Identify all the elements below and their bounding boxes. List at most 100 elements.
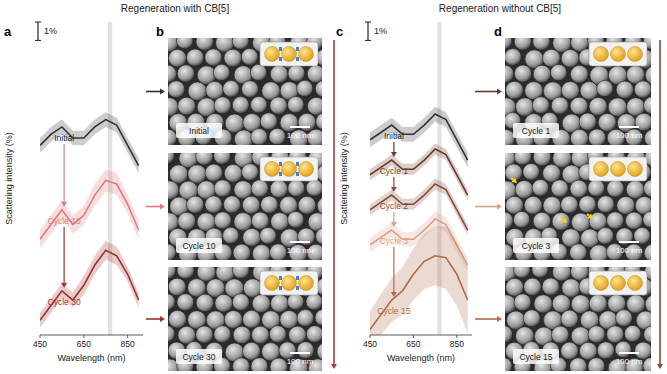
particle (233, 326, 251, 344)
arrow-head (160, 316, 165, 322)
particle (570, 129, 588, 145)
particle (315, 259, 322, 260)
arrow-shaft (659, 40, 661, 364)
particle (289, 326, 307, 344)
particle (607, 180, 624, 197)
x-tick (127, 335, 128, 338)
particle (579, 196, 596, 213)
error-band (370, 144, 468, 201)
particle (579, 113, 596, 130)
particle (634, 260, 651, 261)
sem-content (168, 153, 322, 260)
particle (196, 38, 213, 51)
particle (243, 310, 261, 328)
scale-bar (37, 22, 38, 40)
arrow-shaft (393, 247, 394, 292)
scale-bar-cap (365, 40, 371, 41)
particle (177, 65, 194, 82)
image-label: Cycle 1 (522, 126, 551, 136)
particle (223, 80, 240, 97)
spectrum-line (370, 256, 468, 330)
particle (205, 49, 222, 66)
series-label: Cycle 10 (48, 216, 81, 226)
x-tick-label: 450 (33, 339, 47, 349)
particle (635, 113, 651, 131)
particle (271, 294, 289, 312)
sem-image: Cycle 10100 nm (158, 147, 355, 279)
scale-bar-label: 1% (374, 26, 387, 36)
particle (252, 294, 270, 312)
sem-content (505, 153, 651, 260)
image-scale-label: 100 nm (287, 357, 314, 366)
particle (515, 180, 533, 198)
spectrum-line (370, 184, 468, 230)
sem-content (505, 38, 651, 145)
y-axis-label: Scattering intensity (%) (339, 132, 349, 225)
particle (534, 295, 552, 313)
particle (514, 267, 531, 278)
inset-sphere (265, 47, 280, 62)
particle (579, 260, 596, 261)
inset-sphere (299, 276, 314, 291)
particle (223, 196, 240, 213)
arrow (587, 213, 593, 219)
scale-bar-cap (35, 40, 41, 41)
sem-content (168, 267, 322, 371)
arrow (475, 316, 502, 322)
particle (287, 293, 303, 309)
particle (270, 244, 287, 260)
particle (589, 97, 607, 115)
particle (169, 165, 188, 184)
particle (562, 279, 581, 298)
image-label: Cycle 15 (519, 352, 552, 362)
particle (561, 196, 578, 213)
particle (643, 357, 651, 371)
particle (588, 326, 605, 343)
particle (513, 211, 530, 228)
particle (232, 38, 249, 49)
particle (306, 326, 322, 343)
arrow (561, 217, 567, 223)
arrow-shaft (475, 91, 497, 93)
error-band (370, 107, 468, 168)
image-scale-label: 100 nm (616, 246, 643, 255)
particle (627, 295, 646, 314)
inset (260, 42, 318, 66)
particle (177, 267, 194, 279)
arrow (391, 247, 397, 297)
inset-sphere (628, 47, 643, 62)
particle (560, 145, 577, 146)
inset-sphere (282, 47, 297, 62)
inset-sphere (299, 162, 314, 177)
particle (524, 196, 542, 214)
arrow-head (497, 204, 502, 210)
particle (233, 358, 250, 371)
series-label: Initial (54, 133, 74, 143)
series-label: Initial (384, 131, 404, 141)
label-box (176, 349, 222, 364)
sem-background (505, 267, 651, 371)
particle (307, 97, 322, 115)
particle (177, 294, 194, 311)
particle (223, 227, 239, 243)
x-tick (40, 335, 41, 338)
cb-molecule (279, 162, 282, 166)
arrow-head (160, 89, 165, 95)
particle (205, 196, 222, 213)
y-axis-label: Scattering intensity (%) (4, 132, 14, 225)
particle (561, 342, 579, 360)
arrow-shaft (146, 91, 160, 93)
image-label: Initial (189, 126, 209, 136)
arrow-shaft (511, 178, 513, 180)
inset (260, 271, 318, 295)
inset-sphere (265, 162, 280, 177)
particle (224, 164, 242, 182)
spectrum-line (40, 180, 139, 239)
image-label: Cycle 10 (182, 241, 215, 251)
arrow (511, 177, 517, 183)
cb-molecule (296, 47, 299, 51)
particle (169, 49, 187, 67)
panel-letter: b (156, 24, 164, 39)
particle (260, 227, 277, 244)
chart-a: aInitialCycle 10Cycle 30450650850Wavelen… (4, 22, 355, 374)
